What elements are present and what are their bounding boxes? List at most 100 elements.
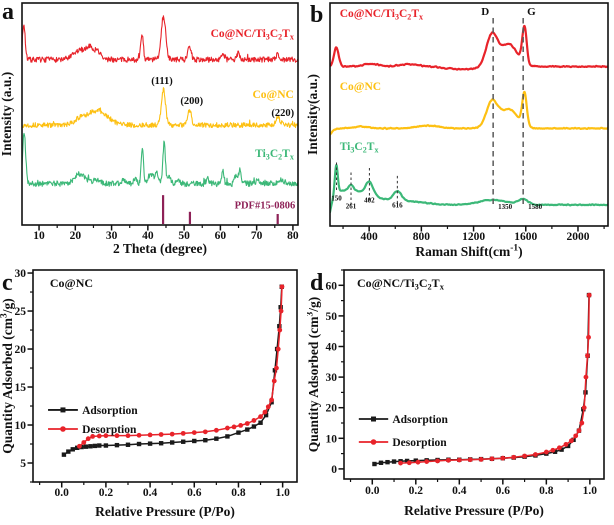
data-point (586, 292, 592, 298)
data-point (61, 452, 67, 457)
y-tick-label: 60 (326, 280, 338, 292)
x-tick-label: 0.0 (365, 485, 380, 497)
data-point (446, 457, 451, 463)
data-point (236, 430, 241, 435)
data-point (225, 434, 230, 439)
data-point (97, 443, 102, 448)
data-point (103, 443, 109, 448)
data-point (391, 459, 397, 464)
plot-area-b (330, 24, 608, 214)
x-tick-label: 0.2 (99, 487, 114, 499)
data-point (559, 447, 564, 452)
y-tick-label: 25 (15, 306, 27, 318)
x-tick-label: 0.0 (55, 487, 70, 499)
plot-area-d (372, 292, 592, 467)
data-point (83, 444, 89, 449)
data-point (404, 458, 410, 464)
data-point (272, 368, 278, 373)
panel-title: Co@NC (50, 276, 93, 290)
legend: Adsorption Desorption (48, 405, 138, 436)
panel-letter-d: d (310, 270, 324, 296)
legend-marker (60, 426, 66, 432)
data-point (125, 442, 131, 447)
data-point (88, 444, 93, 449)
x-tick-label: 1.0 (583, 485, 598, 497)
band-label: D (481, 6, 489, 18)
reference-pattern: PDF#15-0806 (161, 195, 295, 224)
series-line-desorption (78, 285, 283, 448)
data-point (533, 452, 538, 457)
x-axis-label: Raman Shift(cm-1) (415, 244, 522, 259)
panel-a-xrd-chart: Ti3C2Tx Co@NC Co@NC/Ti3C2Tx PDF#15-0806 (111… (0, 0, 299, 256)
band-wavenumber-label: 1350 (498, 203, 512, 211)
legend-marker (370, 439, 377, 445)
data-point (74, 445, 80, 451)
data-point (70, 447, 75, 452)
peak-wavenumber-label: 150 (331, 194, 342, 202)
plot-border (343, 269, 605, 480)
axes-b: 400 800 1200 1600 2000 (329, 2, 609, 243)
x-tick-label: 0.4 (452, 485, 467, 497)
data-point (169, 440, 175, 445)
peak-wavenumber-label: 616 (392, 202, 403, 210)
x-tick-label: 0.8 (231, 487, 246, 499)
data-point (581, 405, 587, 411)
data-point (278, 308, 284, 314)
y-axis-label: Intensity (a.u.) (0, 72, 14, 156)
data-point (398, 460, 403, 466)
y-tick-label: 20 (326, 403, 338, 415)
data-point (378, 460, 384, 465)
plot-area-a (22, 15, 298, 188)
x-tick-label: 0.8 (539, 485, 554, 497)
data-point (191, 430, 197, 436)
data-point (225, 425, 230, 431)
series-line-CoNCTiCTx (330, 24, 608, 71)
data-point (96, 433, 102, 439)
x-tick-label: 20 (70, 230, 82, 242)
legend-marker (60, 407, 66, 413)
legend-marker (371, 416, 377, 422)
data-point (147, 441, 153, 446)
legend-label: Desorption (392, 437, 447, 449)
y-tick-label: 15 (15, 382, 27, 394)
x-axis-label: Relative Pressure (P/Po) (95, 504, 235, 519)
x-tick-label: 800 (413, 231, 431, 243)
data-point (279, 284, 285, 290)
data-point (203, 438, 208, 443)
series-label: Ti3C2Tx (255, 148, 294, 162)
data-point (213, 427, 219, 433)
data-point (467, 457, 473, 463)
data-point (125, 433, 131, 439)
plot-border (32, 269, 298, 483)
data-point (245, 427, 250, 432)
data-point (568, 438, 574, 444)
y-tick-label: 20 (15, 344, 27, 356)
data-point (136, 432, 142, 438)
panel-letter-a: a (2, 0, 14, 25)
data-point (114, 433, 120, 439)
data-point (565, 443, 571, 449)
data-point (573, 433, 579, 439)
data-point (585, 353, 590, 359)
peak-wavenumber-label: 402 (364, 197, 375, 205)
y-axis-label: Quantity Adsorbed (cm3/g) (307, 297, 321, 452)
data-point (413, 458, 418, 463)
x-tick-label: 0.6 (187, 487, 202, 499)
series-label: Co@NC/Ti3C2Tx (211, 28, 294, 42)
legend-label: Desorption (82, 424, 137, 436)
data-point (576, 428, 582, 434)
y-tick-label: 30 (15, 268, 27, 280)
data-point (114, 442, 120, 448)
legend: Adsorption Desorption (358, 414, 449, 449)
x-tick-label: 30 (106, 230, 118, 242)
x-tick-label: 1.0 (275, 487, 290, 499)
data-point (522, 453, 527, 459)
x-tick-label: 70 (251, 230, 263, 242)
data-point (258, 414, 263, 420)
panel-c-isotherm-chart: Co@NC Adsorption Desorption 0.0 0.2 0.4 0.6 0.8… (0, 268, 298, 519)
peak-annotation: (200) (180, 96, 203, 107)
x-tick-label: 1600 (514, 231, 537, 243)
data-point (158, 432, 164, 437)
data-point (85, 436, 91, 442)
data-point (372, 461, 377, 467)
